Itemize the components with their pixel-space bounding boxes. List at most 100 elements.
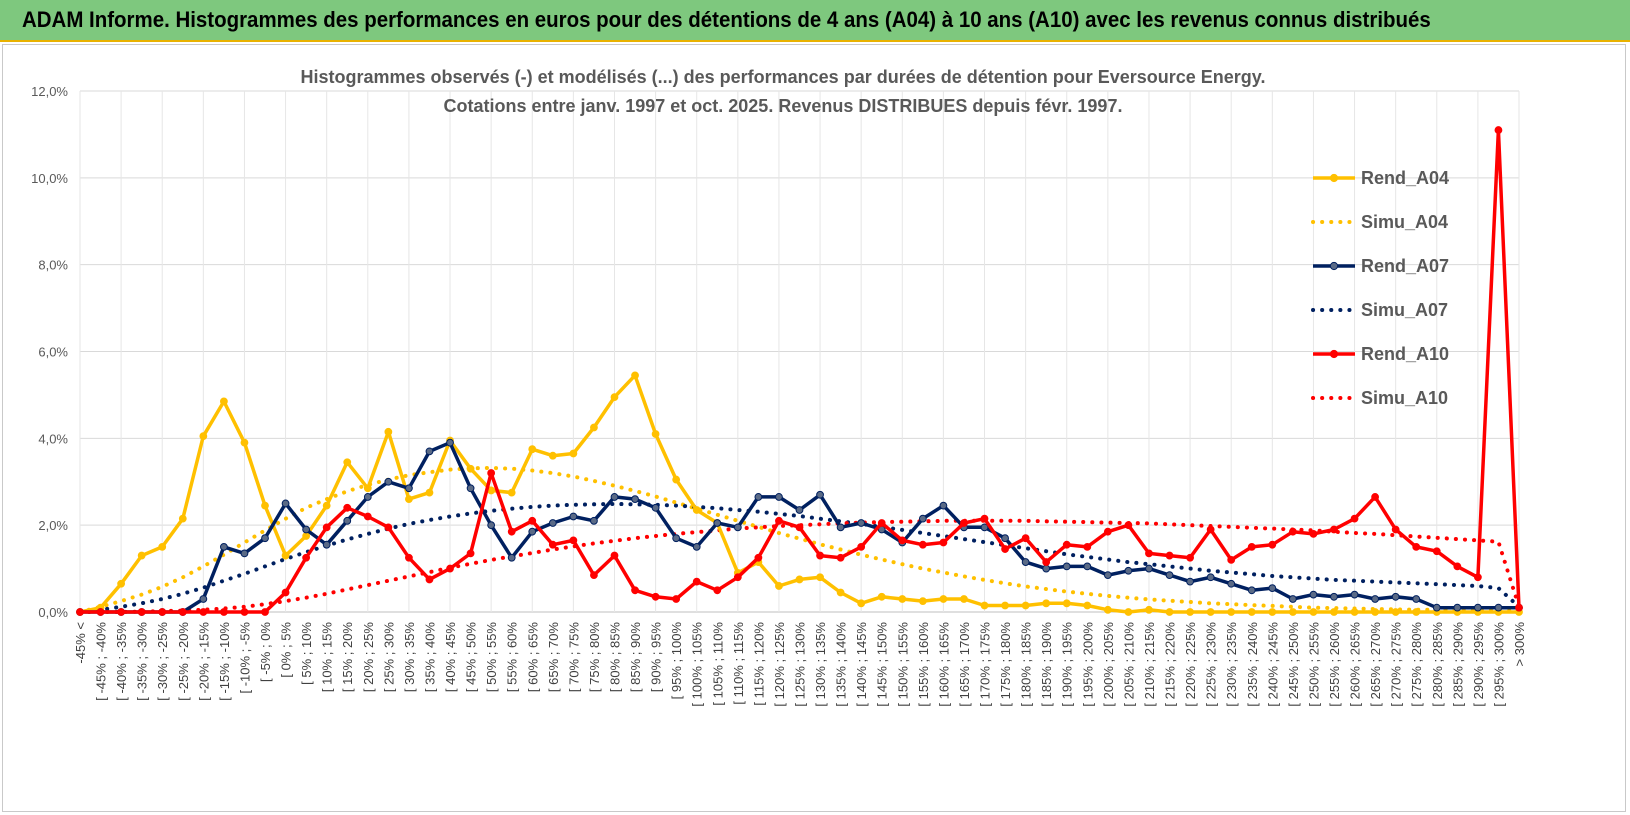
data-point (1309, 590, 1318, 599)
legend-marker (1329, 349, 1339, 359)
series-line (80, 128, 1521, 614)
data-point (672, 475, 681, 484)
data-point (960, 595, 968, 603)
data-point (1165, 551, 1174, 560)
series-line (78, 465, 1521, 614)
data-point (487, 469, 496, 477)
data-point (1330, 592, 1338, 601)
data-point (898, 595, 907, 603)
legend-label: Simu_A07 (1361, 300, 1448, 320)
x-tick-label: [ 275% ; 280% (1409, 622, 1424, 707)
data-point (1515, 603, 1523, 612)
x-tick-label: [ 45% ; 50% (464, 622, 479, 693)
x-tick-label: [ -20% ; -15% (196, 622, 211, 701)
x-tick-label: [ 250% ; 255% (1306, 622, 1321, 707)
data-point (507, 488, 516, 497)
data-point (569, 536, 578, 545)
data-point (1309, 529, 1318, 538)
x-tick-label: [ 260% ; 265% (1348, 622, 1363, 707)
data-point (795, 523, 804, 532)
data-point (1432, 603, 1441, 612)
data-point (261, 501, 269, 510)
data-point (1227, 608, 1236, 616)
data-point (980, 601, 989, 610)
data-point (528, 516, 537, 525)
data-point (692, 577, 701, 586)
x-tick-label: [ 25% ; 30% (381, 622, 396, 693)
data-point (1206, 608, 1215, 616)
data-point (1227, 556, 1236, 564)
x-tick-label: [ 85% ; 90% (628, 622, 643, 693)
data-point (343, 503, 352, 512)
data-point (548, 451, 557, 460)
data-point (1350, 514, 1359, 523)
data-point (1165, 608, 1174, 616)
data-point (1103, 605, 1112, 614)
x-tick-label: [ 165% ; 170% (957, 622, 972, 707)
data-point (384, 427, 393, 436)
data-point (816, 490, 824, 499)
data-point (405, 553, 413, 562)
x-tick-label: [ -35% ; -30% (135, 622, 150, 701)
data-point (343, 516, 352, 525)
data-point (610, 493, 619, 501)
data-point (1124, 608, 1133, 616)
x-tick-label: [ 95% ; 100% (669, 622, 684, 700)
data-point (1247, 542, 1256, 551)
data-point (1206, 573, 1215, 582)
series-simu-a04 (78, 465, 1521, 614)
data-point (1145, 605, 1153, 614)
y-tick-label: 4,0% (38, 431, 68, 446)
data-point (1001, 601, 1009, 610)
data-point (240, 438, 249, 447)
data-point (1021, 601, 1030, 610)
legend-item: Simu_A07 (1311, 300, 1448, 320)
data-point (117, 579, 126, 588)
x-tick-label: [ 130% ; 135% (813, 622, 828, 707)
data-point (261, 608, 269, 616)
data-point (1062, 540, 1071, 549)
data-point (1268, 540, 1277, 549)
x-tick-label: [ 190% ; 195% (1060, 622, 1075, 707)
x-tick-label: [ -10% ; -5% (237, 622, 252, 694)
data-point (1227, 579, 1236, 588)
data-point (528, 527, 537, 536)
legend-label: Simu_A10 (1361, 388, 1448, 408)
data-point (384, 523, 393, 532)
x-tick-label: [ 270% ; 275% (1389, 622, 1404, 707)
data-point (425, 488, 434, 497)
data-point (836, 553, 845, 562)
data-point (261, 534, 269, 543)
data-point (754, 553, 763, 562)
data-point (1186, 553, 1194, 562)
data-point (220, 397, 228, 406)
data-point (96, 608, 105, 616)
data-point (569, 449, 578, 458)
x-tick-label: [ 255% ; 260% (1327, 622, 1342, 707)
data-point (363, 484, 372, 493)
data-point (384, 477, 393, 486)
page-title: ADAM Informe. Histogrammes des performan… (22, 7, 1431, 32)
data-point (220, 608, 228, 616)
data-point (220, 542, 228, 551)
data-point (918, 540, 927, 549)
data-point (1001, 534, 1009, 543)
data-point (1330, 525, 1338, 534)
data-point (1062, 562, 1071, 571)
x-tick-label: [ 55% ; 60% (505, 622, 520, 693)
data-point (918, 597, 927, 606)
y-tick-label: 12,0% (31, 84, 68, 99)
data-point (1350, 590, 1359, 599)
legend-item: Simu_A04 (1311, 212, 1448, 232)
legend: Rend_A04 Simu_A04 Rend_A07 Simu_A07 Rend_A10… (1311, 168, 1449, 408)
data-point (1330, 608, 1338, 616)
x-tick-label: [ 235% ; 240% (1245, 622, 1260, 707)
data-point (590, 516, 598, 525)
data-point (1371, 493, 1379, 501)
data-point (137, 551, 146, 560)
y-tick-label: 8,0% (38, 258, 68, 273)
data-point (487, 521, 496, 530)
data-point (425, 447, 434, 456)
data-point (1103, 571, 1112, 579)
x-tick-label: [ 185% ; 190% (1039, 622, 1054, 707)
